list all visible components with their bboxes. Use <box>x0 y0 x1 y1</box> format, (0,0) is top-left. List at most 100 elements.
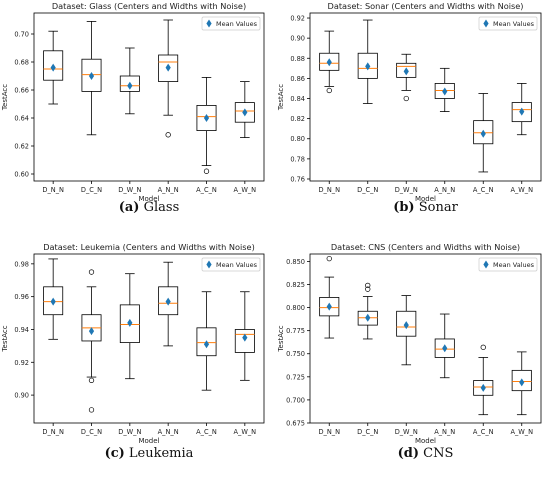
box-A_C_N <box>196 291 217 391</box>
caption-text: Leukemia <box>125 446 194 461</box>
box-iqr <box>158 54 179 83</box>
mean-marker <box>203 340 210 349</box>
outlier-point <box>203 168 210 174</box>
outlier-point <box>365 282 371 289</box>
mean-marker <box>165 297 171 306</box>
outlier-point <box>403 95 409 102</box>
x-tick-label: A_C_N <box>196 186 217 194</box>
x-tick-label: A_C_N <box>473 428 494 436</box>
plot-frame <box>33 253 265 424</box>
mean-marker <box>403 67 409 76</box>
mean-marker <box>203 114 210 122</box>
box-iqr <box>396 62 417 78</box>
mean-marker <box>127 318 133 327</box>
subfigure-caption: (b) Sonar <box>393 200 458 215</box>
mean-marker <box>480 129 486 138</box>
mean-marker <box>50 63 56 72</box>
legend-box <box>478 16 538 31</box>
mean-marker <box>165 63 171 72</box>
box-A_C_N <box>473 344 494 416</box>
mean-marker <box>127 81 133 90</box>
y-tick-label: 0.88 <box>290 55 305 63</box>
caption-letter: (d) <box>398 446 419 461</box>
mean-marker <box>326 58 332 67</box>
legend: Mean Values <box>201 257 261 272</box>
x-tick-label: A_N_N <box>434 186 455 194</box>
mean-marker <box>519 107 525 116</box>
x-axis-label: Model <box>415 437 436 445</box>
box-D_N_N <box>43 258 64 340</box>
mean-marker <box>88 72 95 80</box>
box-iqr <box>357 52 378 79</box>
box-iqr <box>196 105 217 132</box>
legend-box <box>201 16 261 31</box>
x-tick-label: A_N_N <box>434 428 455 436</box>
y-tick-label: 0.64 <box>14 115 29 123</box>
y-tick-label: 0.700 <box>286 396 305 404</box>
chart-title: Dataset: Sonar (Centers and Widths with … <box>328 1 524 11</box>
box-iqr <box>81 58 102 92</box>
x-axis-label: Model <box>138 195 159 203</box>
box-iqr <box>43 50 64 81</box>
box-iqr <box>196 327 217 357</box>
mean-marker <box>88 327 95 336</box>
y-tick-label: 0.86 <box>290 75 305 83</box>
y-tick-label: 0.84 <box>290 95 305 103</box>
box-A_W_N <box>511 351 532 416</box>
x-tick-label: A_W_N <box>234 428 257 436</box>
legend-label: Mean Values <box>493 261 535 269</box>
outlier-point <box>88 269 95 275</box>
y-tick-label: 0.725 <box>286 373 305 381</box>
x-tick-label: D_C_N <box>81 186 102 194</box>
box-D_N_N <box>43 30 64 105</box>
outlier-point <box>326 255 332 262</box>
caption-letter: (b) <box>393 200 414 215</box>
y-tick-label: 0.675 <box>286 420 305 428</box>
chart-panel-3: Dataset: Leukemia (Centers and Widths wi… <box>1 242 265 461</box>
box-A_N_N <box>434 67 455 112</box>
legend-marker <box>483 260 489 269</box>
box-A_N_N <box>158 261 179 347</box>
chart-title: Dataset: CNS (Centers and Widths with No… <box>331 242 520 252</box>
y-axis-label: TestAcc <box>1 325 9 352</box>
caption-letter: (c) <box>105 446 125 461</box>
y-tick-label: 0.80 <box>290 135 305 143</box>
y-tick-label: 0.850 <box>286 258 305 266</box>
mean-marker <box>365 62 371 71</box>
box-iqr <box>119 75 140 92</box>
legend: Mean Values <box>478 16 538 31</box>
chart-title: Dataset: Glass (Centers and Widths with … <box>52 1 246 11</box>
y-tick-label: 0.90 <box>14 392 29 400</box>
plot-frame <box>309 12 542 182</box>
x-tick-label: D_N_N <box>42 186 64 194</box>
y-tick-label: 0.98 <box>14 260 29 268</box>
x-tick-label: D_C_N <box>357 428 378 436</box>
chart-title: Dataset: Leukemia (Centers and Widths wi… <box>43 242 255 252</box>
y-tick-label: 0.82 <box>290 115 305 123</box>
y-axis-label: TestAcc <box>277 84 285 111</box>
box-A_W_N <box>511 83 532 136</box>
mean-marker <box>242 108 248 117</box>
box-D_N_N <box>319 30 340 94</box>
y-tick-label: 0.92 <box>14 359 29 367</box>
subfigure-caption: (a) Glass <box>119 200 180 215</box>
box-D_W_N <box>396 295 417 366</box>
y-tick-label: 0.825 <box>286 281 305 289</box>
x-tick-label: A_N_N <box>158 428 179 436</box>
subfigure-caption: (d) CNS <box>398 446 454 461</box>
box-iqr <box>511 102 532 123</box>
y-tick-label: 0.78 <box>290 155 305 163</box>
y-tick-label: 0.68 <box>14 59 29 67</box>
mean-marker <box>519 378 525 387</box>
box-D_W_N <box>119 273 140 380</box>
y-tick-label: 0.62 <box>14 143 29 151</box>
x-tick-label: A_C_N <box>473 186 494 194</box>
box-iqr <box>158 286 179 316</box>
y-tick-label: 0.66 <box>14 87 29 95</box>
outlier-point <box>165 132 171 138</box>
plot-frame <box>309 253 542 424</box>
x-tick-label: A_W_N <box>510 428 533 436</box>
y-tick-label: 0.92 <box>290 15 305 23</box>
box-D_C_N <box>81 269 102 413</box>
box-iqr <box>473 380 494 396</box>
